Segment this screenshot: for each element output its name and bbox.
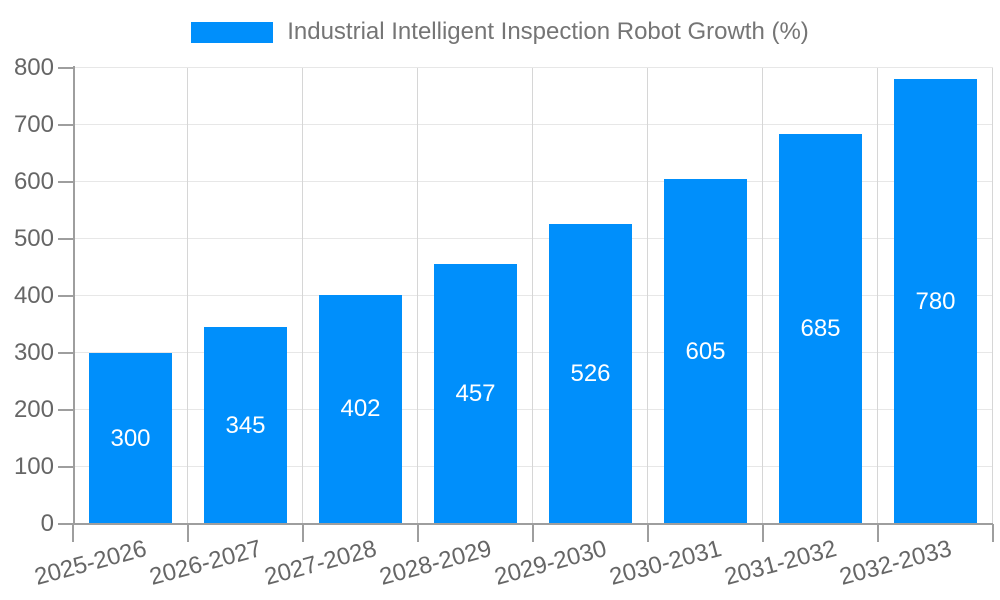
bar-2029-2030[interactable]: 526 <box>549 224 632 524</box>
y-axis-tick <box>58 523 73 525</box>
y-axis-tick <box>58 124 73 126</box>
x-gridline <box>187 68 188 524</box>
bar-2026-2027[interactable]: 345 <box>204 327 287 524</box>
bar-value-label: 685 <box>800 314 841 342</box>
plot-area: 300 345 402 457 526 605 685 780 <box>73 67 993 524</box>
x-axis-tick <box>532 524 534 542</box>
x-gridline <box>992 68 993 524</box>
x-gridline <box>417 68 418 524</box>
x-axis-tick <box>647 524 649 542</box>
x-axis-label: 2032-2033 <box>836 535 955 591</box>
x-gridline <box>877 68 878 524</box>
x-gridline <box>762 68 763 524</box>
x-axis-label: 2030-2031 <box>606 535 725 591</box>
y-gridline <box>73 181 993 182</box>
x-axis-label: 2026-2027 <box>146 535 265 591</box>
y-axis-tick <box>58 409 73 411</box>
x-axis-tick <box>302 524 304 542</box>
bar-value-label: 780 <box>915 287 956 315</box>
bar-2031-2032[interactable]: 685 <box>779 133 862 524</box>
x-axis-tick <box>187 524 189 542</box>
y-axis-tick <box>58 295 73 297</box>
y-axis-tick <box>58 466 73 468</box>
y-axis-label: 400 <box>13 282 54 309</box>
bar-2025-2026[interactable]: 300 <box>89 353 172 524</box>
bar-value-label: 457 <box>455 379 496 407</box>
y-axis-label: 100 <box>13 453 54 480</box>
x-gridline <box>532 68 533 524</box>
bar-2028-2029[interactable]: 457 <box>434 263 517 524</box>
bar-2030-2031[interactable]: 605 <box>664 179 747 524</box>
legend-swatch <box>191 21 274 43</box>
y-axis-tick <box>58 67 73 69</box>
y-axis-tick <box>58 181 73 183</box>
bar-2032-2033[interactable]: 780 <box>894 79 977 524</box>
y-axis-label: 0 <box>40 510 54 537</box>
y-gridline <box>73 295 993 296</box>
bar-value-label: 300 <box>110 424 151 452</box>
y-axis-label: 200 <box>13 396 54 423</box>
bar-value-label: 345 <box>225 411 266 439</box>
x-axis-tick <box>992 524 994 542</box>
x-axis-label: 2029-2030 <box>491 535 610 591</box>
y-gridline <box>73 409 993 410</box>
x-axis-tick <box>72 524 74 542</box>
x-axis-label: 2025-2026 <box>31 535 150 591</box>
y-gridline <box>73 67 993 68</box>
y-axis-label: 800 <box>13 54 54 81</box>
y-axis-line <box>73 66 75 524</box>
bar-value-label: 605 <box>685 337 726 365</box>
x-axis-tick <box>762 524 764 542</box>
y-gridline <box>73 466 993 467</box>
y-axis-label: 600 <box>13 168 54 195</box>
legend-label: Industrial Intelligent Inspection Robot … <box>287 18 809 45</box>
x-gridline <box>302 68 303 524</box>
x-gridline <box>647 68 648 524</box>
y-axis-label: 300 <box>13 339 54 366</box>
y-gridline <box>73 124 993 125</box>
y-gridline <box>73 352 993 353</box>
x-axis-tick <box>877 524 879 542</box>
x-axis-label: 2028-2029 <box>376 535 495 591</box>
y-gridline <box>73 238 993 239</box>
chart-legend[interactable]: Industrial Intelligent Inspection Robot … <box>0 19 1000 45</box>
x-axis-tick <box>417 524 419 542</box>
bar-value-label: 402 <box>340 395 381 423</box>
x-axis-label: 2031-2032 <box>721 535 840 591</box>
bar-value-label: 526 <box>570 360 611 388</box>
y-axis-tick <box>58 238 73 240</box>
y-axis-tick <box>58 352 73 354</box>
y-axis-label: 700 <box>13 111 54 138</box>
bar-2027-2028[interactable]: 402 <box>319 294 402 524</box>
x-axis-label: 2027-2028 <box>261 535 380 591</box>
y-axis-label: 500 <box>13 225 54 252</box>
